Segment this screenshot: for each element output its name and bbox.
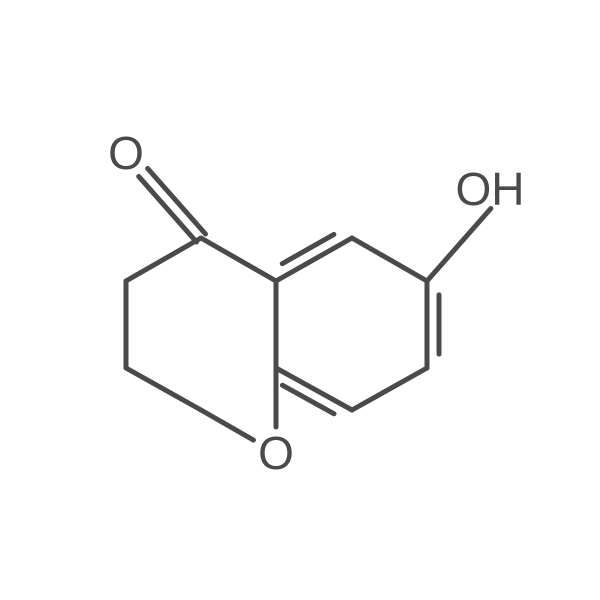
- atom-label: OH: [456, 163, 525, 215]
- bond: [201, 238, 276, 281]
- bond: [282, 385, 334, 414]
- bond: [282, 234, 334, 263]
- atom-label: O: [108, 127, 144, 179]
- molecule-diagram: O O OH: [0, 0, 600, 600]
- atom-label: O: [258, 427, 294, 479]
- bond: [148, 169, 206, 235]
- bond: [139, 176, 197, 242]
- bond: [427, 209, 491, 281]
- bond: [126, 238, 201, 281]
- bond: [352, 368, 427, 410]
- bond: [201, 410, 253, 440]
- bond: [126, 368, 201, 410]
- bond: [352, 238, 427, 281]
